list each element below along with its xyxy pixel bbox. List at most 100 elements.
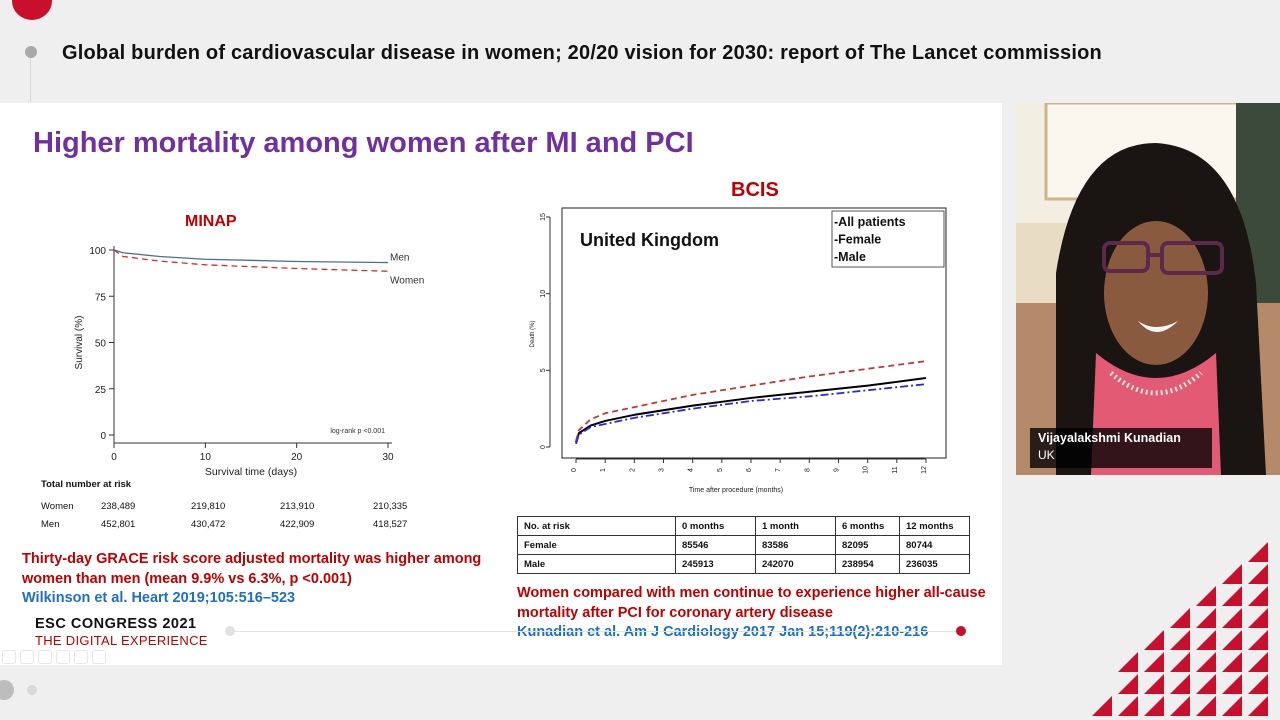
presenter-caption: Vijayalakshmi Kunadian UK xyxy=(1030,428,1212,468)
legend-item: -Female xyxy=(834,233,881,247)
session-title: Global burden of cardiovascular disease … xyxy=(62,42,1102,64)
triangle-shape xyxy=(1144,674,1164,694)
bcis-reference[interactable]: Kunadian et al. Am J Cardiology 2017 Jan… xyxy=(517,624,929,640)
table-cell: 83586 xyxy=(755,535,836,555)
triangle-shape xyxy=(1248,564,1268,584)
triangle-shape xyxy=(1170,652,1190,672)
table-row-label: Male xyxy=(517,554,676,574)
x-tick-label: 10 xyxy=(200,452,212,463)
risk-cell: 422,909 xyxy=(280,518,315,530)
x-tick-label: 12 xyxy=(921,466,928,474)
minap-reference[interactable]: Wilkinson et al. Heart 2019;105:516–523 xyxy=(22,590,296,606)
triangle-shape xyxy=(1118,674,1138,694)
fullscreen-icon[interactable] xyxy=(92,650,106,664)
bottom-dots xyxy=(0,680,37,700)
triangle-shape xyxy=(1170,630,1190,650)
table-cell: 242070 xyxy=(755,554,836,574)
play-icon[interactable] xyxy=(20,650,34,664)
rewind-icon[interactable] xyxy=(2,650,16,664)
presenter-image xyxy=(1016,103,1280,475)
risk-cell: 238,489 xyxy=(101,500,136,512)
y-tick-label: 100 xyxy=(89,246,106,257)
table-row-label: Female xyxy=(517,535,676,555)
x-tick-label: 0 xyxy=(571,468,578,472)
x-axis-label: Time after procedure (months) xyxy=(689,487,783,494)
settings-icon[interactable] xyxy=(56,650,70,664)
legend-item: -All patients xyxy=(834,215,906,229)
series-line-female xyxy=(575,360,927,442)
x-tick-label: 30 xyxy=(382,452,394,463)
x-tick-label: 7 xyxy=(775,468,782,472)
minap-caption: Thirty-day GRACE risk score adjusted mor… xyxy=(22,551,482,587)
triangle-shape xyxy=(1196,696,1216,716)
y-tick-label: 50 xyxy=(95,339,107,350)
triangle-shape xyxy=(1222,630,1242,650)
header-bullet xyxy=(25,46,37,58)
dot-icon xyxy=(27,685,37,695)
y-tick-label: 0 xyxy=(100,431,106,442)
x-tick-label: 4 xyxy=(688,468,695,472)
x-tick-label: 11 xyxy=(892,466,899,473)
bcis-row-female: Female 85546 83586 82095 80744 xyxy=(517,535,970,555)
bcis-risk-table: No. at risk 0 months 1 month 6 months 12… xyxy=(517,516,970,574)
risk-row-men: Men 452,801 430,472 422,909 418,527 xyxy=(41,515,407,533)
y-tick-label: 5 xyxy=(540,368,547,372)
risk-row-women: Women 238,489 219,810 213,910 210,335 xyxy=(41,497,407,515)
triangle-shape xyxy=(1144,696,1164,716)
triangle-shape xyxy=(1222,652,1242,672)
playback-start-handle[interactable] xyxy=(225,626,235,636)
forward-icon[interactable] xyxy=(38,650,52,664)
dot-icon xyxy=(0,680,14,700)
bcis-caption: Women compared with men continue to expe… xyxy=(517,585,986,621)
table-cell: 82095 xyxy=(835,535,900,555)
triangle-shape xyxy=(1196,608,1216,628)
triangle-shape xyxy=(1170,674,1190,694)
legend-item: -Male xyxy=(834,250,866,264)
risk-cell: 219,810 xyxy=(191,500,226,512)
presenter-country: UK xyxy=(1038,448,1055,462)
legend-box xyxy=(831,210,945,268)
risk-cell: 452,801 xyxy=(101,518,136,530)
bcis-table-header: No. at risk 0 months 1 month 6 months 12… xyxy=(517,516,970,536)
table-header-cell: 12 months xyxy=(899,516,970,536)
zoom-icon[interactable] xyxy=(74,650,88,664)
risk-row-label: Men xyxy=(41,518,60,530)
table-header-cell: 0 months xyxy=(675,516,756,536)
playback-track[interactable] xyxy=(230,631,960,632)
risk-row-label: Women xyxy=(41,500,74,512)
risk-cell: 210,335 xyxy=(373,500,408,512)
esc-logo: ESC CONGRESS 2021 THE DIGITAL EXPERIENCE xyxy=(35,616,208,648)
triangle-shape xyxy=(1118,696,1138,716)
series-label: Men xyxy=(390,253,409,264)
x-tick-label: 1 xyxy=(600,468,607,472)
x-tick-label: 20 xyxy=(291,452,303,463)
slide-title: Higher mortality among women after MI an… xyxy=(33,127,694,159)
triangle-shape xyxy=(1248,608,1268,628)
x-tick-label: 8 xyxy=(804,468,811,472)
table-header-cell: 6 months xyxy=(835,516,900,536)
slide-panel: Higher mortality among women after MI an… xyxy=(0,103,1002,665)
triangle-shape xyxy=(1196,674,1216,694)
triangle-shape xyxy=(1248,630,1268,650)
presenter-video xyxy=(1016,103,1280,475)
triangle-shape xyxy=(1118,652,1138,672)
triangle-shape xyxy=(1222,696,1242,716)
x-tick-label: 0 xyxy=(111,452,117,463)
x-tick-label: 6 xyxy=(746,468,753,472)
table-cell: 238954 xyxy=(835,554,900,574)
series-line-women xyxy=(113,249,389,272)
triangle-shape xyxy=(1248,696,1268,716)
inset-title: United Kingdom xyxy=(580,230,719,250)
x-tick-label: 3 xyxy=(659,468,666,472)
table-cell: 236035 xyxy=(899,554,970,574)
triangle-shape xyxy=(1222,586,1242,606)
risk-cell: 213,910 xyxy=(280,500,315,512)
y-tick-label: 15 xyxy=(540,213,547,221)
triangle-shape xyxy=(1248,586,1268,606)
risk-cell: 418,527 xyxy=(373,518,408,530)
triangle-shape xyxy=(1222,608,1242,628)
series-label: Women xyxy=(390,275,424,286)
playback-position-handle[interactable] xyxy=(956,626,966,636)
